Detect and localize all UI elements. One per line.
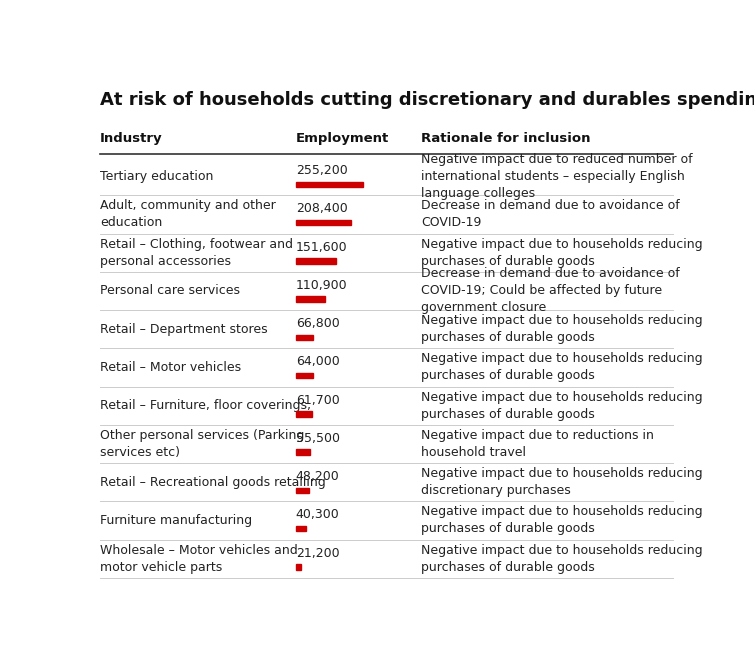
Text: Retail – Motor vehicles: Retail – Motor vehicles	[100, 361, 241, 374]
Text: Adult, community and other
education: Adult, community and other education	[100, 199, 276, 230]
Text: Decrease in demand due to avoidance of
COVID-19: Decrease in demand due to avoidance of C…	[421, 199, 680, 230]
Text: Personal care services: Personal care services	[100, 285, 240, 297]
Text: Negative impact due to households reducing
purchases of durable goods: Negative impact due to households reduci…	[421, 352, 703, 382]
Text: 21,200: 21,200	[296, 546, 339, 560]
Text: 64,000: 64,000	[296, 356, 339, 368]
Text: 208,400: 208,400	[296, 202, 348, 215]
Bar	[296, 220, 351, 225]
Text: Negative impact due to households reducing
purchases of durable goods: Negative impact due to households reduci…	[421, 544, 703, 573]
Text: At risk of households cutting discretionary and durables spending: At risk of households cutting discretion…	[100, 91, 754, 110]
Bar	[296, 449, 311, 455]
Bar	[296, 335, 314, 340]
Bar	[296, 373, 313, 379]
Text: Tertiary education: Tertiary education	[100, 170, 213, 182]
Bar	[296, 525, 306, 531]
Text: 151,600: 151,600	[296, 241, 348, 254]
Text: Other personal services (Parking
services etc): Other personal services (Parking service…	[100, 429, 305, 459]
Text: Retail – Recreational goods retailing: Retail – Recreational goods retailing	[100, 476, 326, 489]
Text: Negative impact due to reduced number of
international students – especially Eng: Negative impact due to reduced number of…	[421, 153, 693, 199]
Text: 110,900: 110,900	[296, 279, 348, 292]
Text: Negative impact due to households reducing
purchases of durable goods: Negative impact due to households reduci…	[421, 314, 703, 344]
Text: 61,700: 61,700	[296, 394, 339, 407]
Text: Negative impact due to households reducing
purchases of durable goods: Negative impact due to households reduci…	[421, 390, 703, 420]
Text: 48,200: 48,200	[296, 470, 339, 483]
Text: 40,300: 40,300	[296, 508, 339, 522]
Text: Furniture manufacturing: Furniture manufacturing	[100, 514, 253, 527]
Text: Negative impact due to households reducing
discretionary purchases: Negative impact due to households reduci…	[421, 467, 703, 497]
Text: Industry: Industry	[100, 132, 163, 145]
Text: Retail – Clothing, footwear and
personal accessories: Retail – Clothing, footwear and personal…	[100, 237, 293, 268]
Text: 66,800: 66,800	[296, 317, 339, 330]
Bar	[296, 411, 312, 417]
Bar	[296, 297, 325, 302]
Text: Wholesale – Motor vehicles and
motor vehicle parts: Wholesale – Motor vehicles and motor veh…	[100, 544, 298, 573]
Text: Negative impact due to reductions in
household travel: Negative impact due to reductions in hou…	[421, 429, 654, 459]
Text: Rationale for inclusion: Rationale for inclusion	[421, 132, 591, 145]
Bar	[296, 182, 363, 187]
Text: Retail – Department stores: Retail – Department stores	[100, 323, 268, 336]
Text: 255,200: 255,200	[296, 164, 348, 177]
Bar	[296, 564, 302, 569]
Text: Employment: Employment	[296, 132, 389, 145]
Text: Negative impact due to households reducing
purchases of durable goods: Negative impact due to households reduci…	[421, 237, 703, 268]
Bar	[296, 487, 308, 493]
Text: Retail – Furniture, floor coverings,: Retail – Furniture, floor coverings,	[100, 399, 311, 412]
Bar	[296, 258, 336, 264]
Text: Decrease in demand due to avoidance of
COVID-19; Could be affected by future
gov: Decrease in demand due to avoidance of C…	[421, 268, 680, 314]
Text: Negative impact due to households reducing
purchases of durable goods: Negative impact due to households reduci…	[421, 505, 703, 535]
Text: 55,500: 55,500	[296, 432, 340, 445]
